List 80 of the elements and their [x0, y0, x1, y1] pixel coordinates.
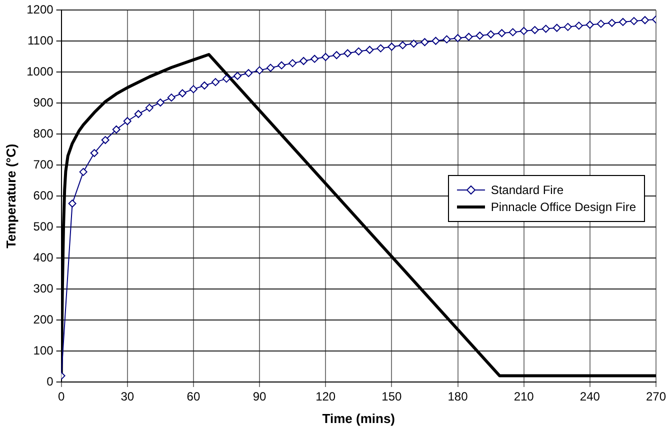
x-tick-label: 60: [186, 390, 200, 404]
point: [68, 200, 76, 208]
y-tick-label: 100: [33, 343, 54, 358]
point: [630, 17, 638, 26]
point: [410, 40, 418, 48]
point: [288, 59, 297, 68]
point: [586, 20, 594, 29]
y-tick-label: 1200: [26, 2, 54, 17]
point: [266, 64, 275, 72]
y-tick-label: 400: [33, 250, 54, 264]
point: [608, 18, 616, 27]
point: [520, 26, 528, 35]
point: [542, 24, 550, 33]
y-tick-label: 1100: [27, 33, 54, 48]
y-axis-title: Temperature (°C): [3, 144, 18, 248]
x-tick-label: 30: [120, 390, 134, 404]
point: [552, 24, 561, 32]
point: [486, 30, 495, 38]
point: [256, 66, 264, 74]
legend-label: Pinnacle Office Design Fire: [490, 200, 636, 214]
point: [189, 85, 198, 94]
point: [300, 57, 308, 66]
point: [618, 18, 627, 26]
point: [640, 16, 649, 24]
point: [134, 110, 142, 118]
point: [344, 49, 352, 58]
x-tick-label: 120: [316, 390, 336, 404]
point: [222, 74, 230, 83]
point: [167, 94, 176, 102]
point: [101, 136, 110, 144]
point: [156, 98, 164, 107]
point: [376, 44, 385, 52]
point: [398, 41, 407, 50]
point: [200, 81, 208, 90]
point: [90, 149, 98, 158]
legend-label: Standard Fire: [490, 183, 564, 197]
point: [530, 26, 539, 34]
y-tick-label: 1000: [26, 64, 54, 78]
point: [574, 22, 583, 30]
point: [211, 78, 220, 86]
x-tick-label: 210: [514, 390, 534, 404]
point: [354, 47, 363, 56]
y-tick-label: 200: [33, 312, 54, 326]
point: [244, 69, 253, 78]
point: [278, 61, 286, 70]
x-tick-label: 240: [580, 390, 600, 404]
point: [508, 28, 517, 36]
x-axis-title: Time (mins): [322, 410, 395, 426]
point: [432, 36, 440, 45]
x-tick-label: 180: [448, 390, 468, 404]
point: [596, 20, 605, 28]
y-tick-label: 500: [33, 219, 54, 234]
x-tick-label: 90: [252, 390, 267, 404]
x-tick-label: 270: [646, 390, 666, 404]
point: [442, 35, 451, 44]
point: [464, 32, 473, 41]
x-tick-label: 150: [382, 390, 402, 404]
point: [322, 52, 330, 61]
point: [476, 32, 484, 40]
point: [79, 168, 88, 176]
point: [178, 89, 186, 98]
y-tick-label: 300: [33, 281, 54, 296]
x-tick-label: 0: [58, 390, 65, 404]
y-tick-label: 900: [33, 95, 54, 110]
point: [564, 22, 572, 31]
point: [234, 72, 242, 80]
point: [310, 54, 319, 63]
point: [420, 38, 429, 46]
point: [454, 34, 462, 42]
point: [332, 51, 341, 60]
y-tick-label: 800: [33, 126, 54, 140]
point: [123, 117, 132, 126]
point: [498, 29, 506, 38]
point: [366, 46, 374, 54]
point: [388, 42, 396, 51]
y-tick-label: 600: [33, 188, 54, 202]
y-tick-label: 700: [33, 157, 54, 172]
point: [145, 104, 154, 112]
point: [112, 125, 120, 134]
y-tick-label: 0: [46, 374, 54, 388]
